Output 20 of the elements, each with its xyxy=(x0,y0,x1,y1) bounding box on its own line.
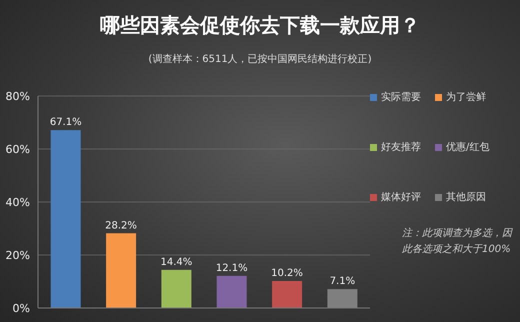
legend-label: 好友推荐 xyxy=(381,142,421,153)
data-label: 14.4% xyxy=(160,256,192,268)
data-label: 10.2% xyxy=(271,268,303,279)
legend-label: 其他原因 xyxy=(446,192,486,203)
y-tick-label: 0% xyxy=(12,302,30,315)
legend-label: 为了尝鲜 xyxy=(446,92,486,103)
chart-title: 哪些因素会促使你去下载一款应用？ xyxy=(99,12,421,39)
data-label: 12.1% xyxy=(216,262,248,274)
y-tick-label: 40% xyxy=(6,196,30,209)
y-tick-label: 80% xyxy=(6,90,30,103)
legend-label: 优惠/红包 xyxy=(446,142,490,153)
data-label: 28.2% xyxy=(105,220,137,232)
y-tick-label: 60% xyxy=(6,142,30,156)
chart-subtitle: (调查样本：6511人，已按中国网民结构进行校正) xyxy=(147,52,373,66)
legend-label: 实际需要 xyxy=(381,92,421,103)
legend-label: 媒体好评 xyxy=(381,192,421,203)
data-label: 67.1% xyxy=(50,117,82,128)
y-tick-label: 20% xyxy=(6,248,30,262)
data-label: 7.1% xyxy=(330,276,356,288)
text: 注：此项调查为多选，因此各选项之和大于100% xyxy=(402,226,514,257)
